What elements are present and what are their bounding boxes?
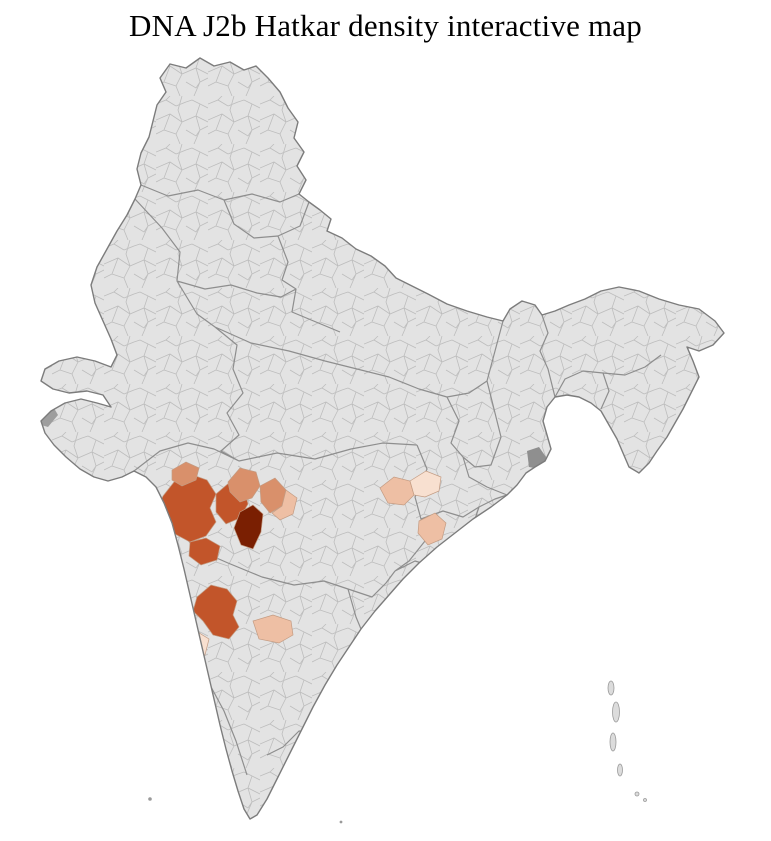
andaman-islands <box>607 680 647 802</box>
density-region-low-south[interactable] <box>252 614 294 644</box>
density-region-verylow-east[interactable] <box>409 470 442 498</box>
density-region-medium-1[interactable] <box>227 467 261 503</box>
lakshadweep-islands <box>148 797 343 824</box>
density-region-low-east-2[interactable] <box>417 512 447 546</box>
density-region-highest[interactable] <box>233 504 264 550</box>
density-region-high-south[interactable] <box>192 584 240 640</box>
density-region-high-west-3[interactable] <box>188 537 221 566</box>
density-regions <box>157 461 447 660</box>
page-title: DNA J2b Hatkar density interactive map <box>129 8 642 43</box>
density-region-low-1[interactable] <box>271 489 298 521</box>
density-region-medium-3[interactable] <box>171 461 200 487</box>
india-outline <box>40 57 725 820</box>
